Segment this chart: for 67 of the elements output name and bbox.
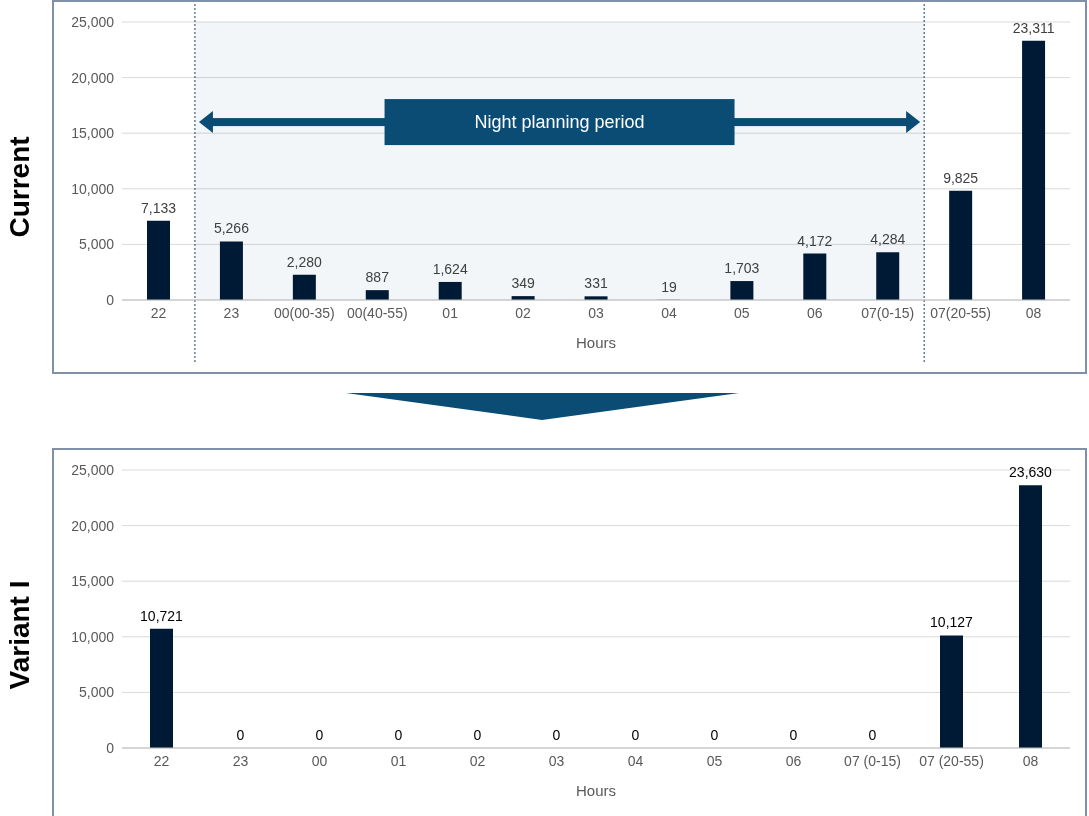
x-axis-title: Hours <box>575 334 617 351</box>
data-label: 0 <box>631 726 640 743</box>
y-tick-label: 0 <box>106 291 115 308</box>
data-label: 4,172 <box>797 232 833 249</box>
x-tick-label: 03 <box>548 752 565 769</box>
data-label: 10,127 <box>930 614 974 631</box>
y-tick-label: 15,000 <box>71 125 115 142</box>
data-label: 23,311 <box>1012 19 1055 36</box>
data-label: 887 <box>365 269 390 286</box>
data-label: 10,721 <box>140 607 184 624</box>
data-label: 1,703 <box>724 260 760 277</box>
x-tick-label: 06 <box>785 752 802 769</box>
y-tick-label: 20,000 <box>71 69 115 86</box>
data-label: 0 <box>473 726 482 743</box>
x-tick-label: 07(20-55) <box>930 304 991 321</box>
x-tick-label: 02 <box>515 304 532 321</box>
y-tick-label: 20,000 <box>71 517 115 534</box>
x-tick-label: 02 <box>469 752 486 769</box>
x-tick-label: 22 <box>150 304 167 321</box>
x-tick-label: 22 <box>153 752 170 769</box>
x-tick-label: 08 <box>1025 304 1042 321</box>
x-tick-label: 08 <box>1022 752 1039 769</box>
data-label: 349 <box>511 275 536 292</box>
data-label: 0 <box>789 726 798 743</box>
data-label: 0 <box>868 726 877 743</box>
x-tick-label: 00(40-55) <box>346 304 408 321</box>
data-label: 19 <box>661 278 677 295</box>
x-tick-label: 05 <box>734 304 750 321</box>
data-label: 7,133 <box>140 199 177 216</box>
x-axis-title: Hours <box>575 782 617 799</box>
x-tick-label: 07 (20-55) <box>919 752 984 769</box>
x-tick-label: 00(00-35) <box>273 304 335 321</box>
y-tick-label: 15,000 <box>71 573 115 590</box>
y-tick-label: 0 <box>106 739 115 756</box>
x-tick-label: 00 <box>311 752 328 769</box>
data-label: 2,280 <box>286 253 323 270</box>
x-tick-label: 23 <box>223 304 240 321</box>
y-axis-title: Current <box>4 136 36 238</box>
y-tick-label: 10,000 <box>71 180 115 197</box>
y-tick-label: 5,000 <box>78 684 115 701</box>
data-label: 1,624 <box>432 260 468 277</box>
y-tick-label: 25,000 <box>71 461 115 478</box>
data-label: 0 <box>394 726 403 743</box>
data-label: 0 <box>315 726 324 743</box>
x-tick-label: 23 <box>232 752 249 769</box>
y-axis-title: Variant I <box>4 580 36 690</box>
data-label: 23,630 <box>1009 464 1053 481</box>
y-tick-label: 25,000 <box>71 13 115 30</box>
x-tick-label: 03 <box>588 304 604 321</box>
y-tick-label: 5,000 <box>78 236 115 253</box>
x-tick-label: 04 <box>627 752 644 769</box>
x-tick-label: 01 <box>390 752 407 769</box>
data-label: 4,284 <box>870 231 906 248</box>
band-label: Night planning period <box>474 112 645 133</box>
x-tick-label: 07(0-15) <box>861 304 915 321</box>
data-label: 5,266 <box>213 220 250 237</box>
x-tick-label: 07 (0-15) <box>844 752 901 769</box>
x-tick-label: 05 <box>706 752 723 769</box>
y-tick-label: 10,000 <box>71 628 115 645</box>
data-label: 9,825 <box>943 169 979 186</box>
data-label: 331 <box>584 275 608 292</box>
data-label: 0 <box>552 726 561 743</box>
x-tick-label: 04 <box>661 304 677 321</box>
x-tick-label: 06 <box>806 304 823 321</box>
x-tick-label: 01 <box>442 304 459 321</box>
data-label: 0 <box>710 726 719 743</box>
data-label: 0 <box>236 726 245 743</box>
